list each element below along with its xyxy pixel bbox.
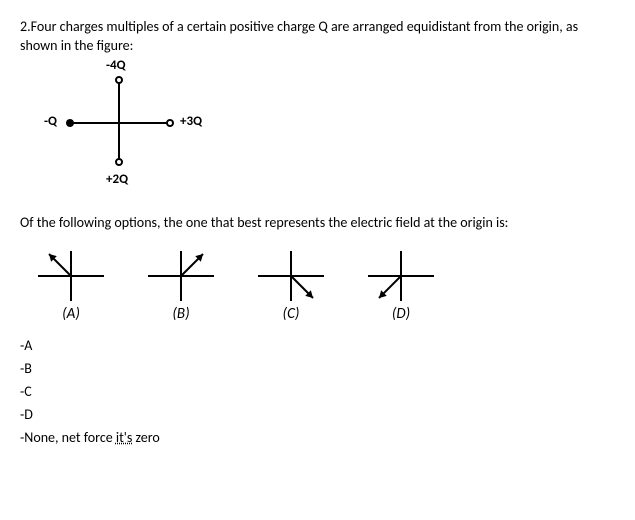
axis-horizontal	[70, 122, 170, 124]
charge-dot-right	[166, 119, 174, 127]
option-a: (A)	[30, 245, 112, 323]
option-a-label: (A)	[62, 305, 80, 323]
answer-b: -B	[20, 360, 615, 377]
answer-c: -C	[20, 383, 615, 400]
question-body: Four charges multiples of a certain posi…	[20, 18, 578, 54]
question-number: 2.	[20, 18, 31, 35]
charge-label-top: -4Q	[106, 58, 126, 73]
prompt-text: Of the following options, the one that b…	[20, 214, 615, 231]
option-c: (C)	[250, 245, 332, 323]
answer-none-suffix: zero	[132, 429, 159, 446]
option-a-svg	[30, 245, 112, 307]
answer-d: -D	[20, 406, 615, 423]
option-d-label: (D)	[392, 305, 410, 323]
charge-label-right: +3Q	[180, 114, 202, 129]
option-d: (D)	[360, 245, 442, 323]
option-d-svg	[360, 245, 442, 307]
options-row: (A) (B) (C) (D)	[30, 245, 615, 323]
option-b: (B)	[140, 245, 222, 323]
option-c-svg	[250, 245, 332, 307]
charge-label-left: -Q	[44, 114, 57, 129]
option-b-label: (B)	[172, 305, 189, 323]
answer-none: -None, net force it's zero	[20, 429, 615, 446]
answer-a: -A	[20, 337, 615, 354]
option-c-label: (C)	[283, 305, 300, 323]
charge-dot-top	[115, 76, 123, 84]
question-text: 2.Four charges multiples of a certain po…	[20, 18, 615, 56]
charge-label-bottom: +2Q	[106, 172, 128, 187]
option-b-svg	[140, 245, 222, 307]
charge-dot-left	[66, 119, 74, 127]
answer-none-prefix: -None, net force	[20, 429, 116, 446]
answer-list: -A -B -C -D -None, net force it's zero	[20, 337, 615, 446]
answer-none-underlined: it's	[116, 429, 132, 446]
axis-vertical	[118, 80, 120, 162]
charge-dot-bottom	[115, 158, 123, 166]
charge-diagram: -4Q -Q +3Q +2Q	[50, 64, 220, 204]
